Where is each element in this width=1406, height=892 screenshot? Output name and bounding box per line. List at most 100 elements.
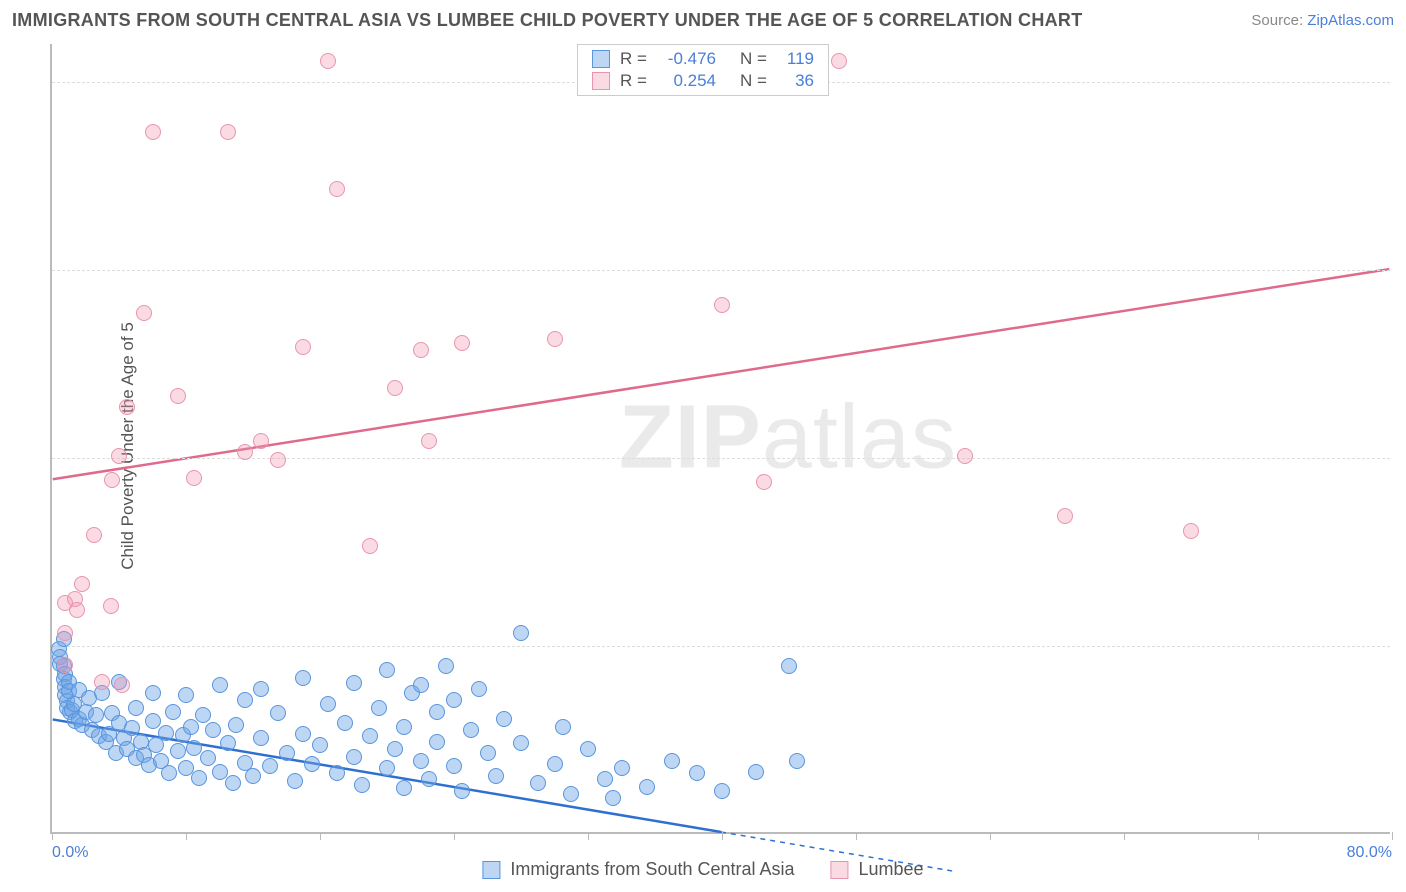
data-point — [1057, 508, 1073, 524]
data-point — [228, 717, 244, 733]
data-point — [789, 753, 805, 769]
data-point — [320, 53, 336, 69]
source-label: Source: — [1251, 12, 1307, 29]
data-point — [387, 741, 403, 757]
data-point — [225, 775, 241, 791]
data-point — [295, 726, 311, 742]
data-point — [354, 777, 370, 793]
data-point — [145, 713, 161, 729]
y-tick-label: 25.0% — [1400, 637, 1406, 655]
data-point — [496, 711, 512, 727]
data-point — [421, 433, 437, 449]
data-point — [756, 474, 772, 490]
data-point — [413, 677, 429, 693]
legend-swatch — [592, 72, 610, 90]
data-point — [279, 745, 295, 761]
x-tick — [588, 832, 589, 840]
source-link[interactable]: ZipAtlas.com — [1307, 12, 1394, 29]
data-point — [220, 735, 236, 751]
legend-series-item: Lumbee — [831, 859, 924, 880]
data-point — [295, 670, 311, 686]
legend-correlation-row: R = 0.254 N = 36 — [592, 71, 814, 91]
data-point — [421, 771, 437, 787]
data-point — [1183, 523, 1199, 539]
data-point — [270, 452, 286, 468]
data-point — [57, 625, 73, 641]
x-tick — [1392, 832, 1393, 840]
data-point — [429, 734, 445, 750]
data-point — [304, 756, 320, 772]
data-point — [488, 768, 504, 784]
data-point — [245, 768, 261, 784]
legend-series-label: Immigrants from South Central Asia — [510, 859, 794, 880]
data-point — [88, 707, 104, 723]
data-point — [664, 753, 680, 769]
x-tick — [990, 832, 991, 840]
data-point — [191, 770, 207, 786]
chart-source: Source: ZipAtlas.com — [1251, 12, 1394, 29]
data-point — [186, 470, 202, 486]
x-tick-label: 80.0% — [1347, 844, 1392, 862]
data-point — [178, 687, 194, 703]
scatter-chart: ZIPatlas 25.0%50.0%75.0%100.0%0.0%80.0% — [50, 44, 1390, 834]
data-point — [200, 750, 216, 766]
data-point — [220, 124, 236, 140]
legend-series: Immigrants from South Central Asia Lumbee — [482, 859, 923, 880]
data-point — [580, 741, 596, 757]
r-value: -0.476 — [658, 49, 716, 69]
data-point — [547, 756, 563, 772]
data-point — [57, 657, 73, 673]
data-point — [212, 764, 228, 780]
data-point — [270, 705, 286, 721]
data-point — [170, 388, 186, 404]
data-point — [639, 779, 655, 795]
n-label: N = — [740, 71, 768, 91]
data-point — [547, 331, 563, 347]
data-point — [530, 775, 546, 791]
data-point — [438, 658, 454, 674]
data-point — [128, 700, 144, 716]
data-point — [320, 696, 336, 712]
data-point — [262, 758, 278, 774]
x-tick — [722, 832, 723, 840]
data-point — [480, 745, 496, 761]
x-tick-label: 0.0% — [52, 844, 88, 862]
data-point — [463, 722, 479, 738]
data-point — [555, 719, 571, 735]
data-point — [111, 448, 127, 464]
data-point — [714, 783, 730, 799]
data-point — [362, 538, 378, 554]
legend-series-item: Immigrants from South Central Asia — [482, 859, 794, 880]
x-tick — [320, 832, 321, 840]
data-point — [74, 576, 90, 592]
legend-correlation: R =-0.476N =119R = 0.254 N = 36 — [577, 44, 829, 96]
legend-correlation-row: R =-0.476N =119 — [592, 49, 814, 69]
data-point — [136, 305, 152, 321]
data-point — [454, 783, 470, 799]
legend-series-label: Lumbee — [859, 859, 924, 880]
chart-header: IMMIGRANTS FROM SOUTH CENTRAL ASIA VS LU… — [12, 10, 1394, 31]
data-point — [94, 674, 110, 690]
data-point — [446, 692, 462, 708]
y-tick-label: 100.0% — [1400, 73, 1406, 91]
data-point — [605, 790, 621, 806]
data-point — [379, 760, 395, 776]
data-point — [103, 598, 119, 614]
r-label: R = — [620, 71, 648, 91]
data-point — [379, 662, 395, 678]
x-tick — [52, 832, 53, 840]
data-point — [287, 773, 303, 789]
r-value: 0.254 — [658, 71, 716, 91]
data-point — [170, 743, 186, 759]
data-point — [145, 685, 161, 701]
n-value: 36 — [778, 71, 814, 91]
data-point — [86, 527, 102, 543]
data-point — [614, 760, 630, 776]
data-point — [597, 771, 613, 787]
data-point — [329, 765, 345, 781]
legend-swatch — [592, 50, 610, 68]
data-point — [69, 602, 85, 618]
data-point — [212, 677, 228, 693]
data-point — [145, 124, 161, 140]
data-point — [312, 737, 328, 753]
